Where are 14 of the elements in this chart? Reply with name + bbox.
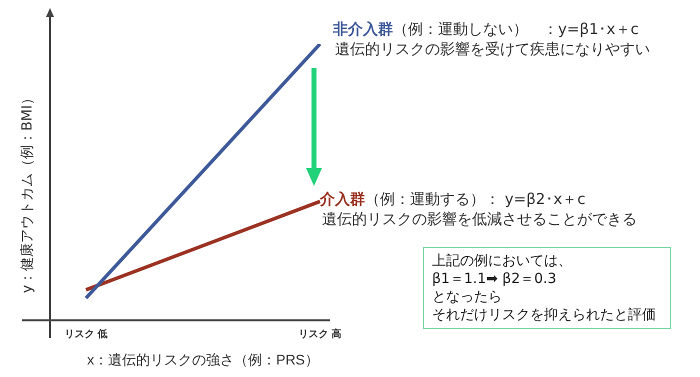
annotation: 遺伝的リスクの影響を低減させることができる <box>322 210 637 228</box>
y-axis-title: y：健康アウトカム（例：BMI） <box>20 91 36 294</box>
text: それだけリスクを抑えられたと評価 <box>432 306 657 324</box>
x-tick-label: リスク 低 <box>64 328 108 340</box>
x-axis-title: x：遺伝的リスクの強さ（例：PRS） <box>87 351 319 368</box>
x-tick-label: リスク 高 <box>298 328 342 340</box>
text: となったら <box>432 288 503 306</box>
text: 遺伝的リスクの影響を受けて疾患になりやすい <box>335 40 650 58</box>
text: β1＝1.1➡ β2＝0.3 <box>432 270 558 288</box>
series-label: 非介入群 <box>333 20 393 38</box>
text: （例：運動する）： y=β2･x＋c <box>365 190 586 208</box>
series-label: 介入群 <box>320 190 365 208</box>
text: 上記の例においては、 <box>432 252 573 270</box>
text: （例：運動しない） ：y=β1･x＋c <box>393 20 639 38</box>
